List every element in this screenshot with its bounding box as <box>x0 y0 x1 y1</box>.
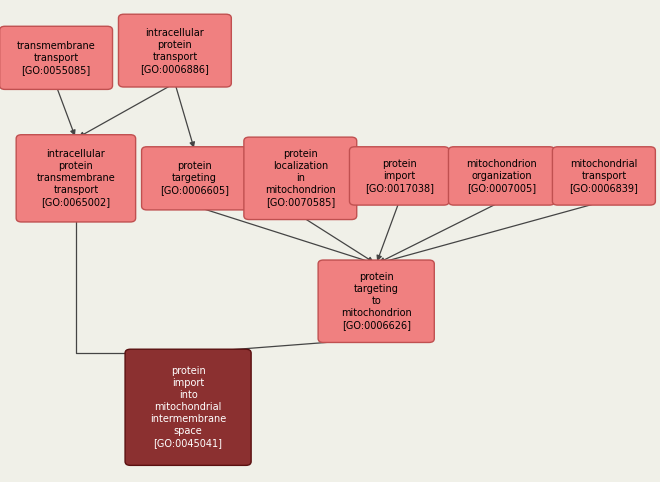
Text: mitochondrion
organization
[GO:0007005]: mitochondrion organization [GO:0007005] <box>466 159 537 193</box>
Text: transmembrane
transport
[GO:0055085]: transmembrane transport [GO:0055085] <box>16 41 96 75</box>
Text: intracellular
protein
transmembrane
transport
[GO:0065002]: intracellular protein transmembrane tran… <box>36 149 116 207</box>
FancyBboxPatch shape <box>125 349 251 466</box>
Text: protein
import
into
mitochondrial
intermembrane
space
[GO:0045041]: protein import into mitochondrial interm… <box>150 366 226 448</box>
FancyBboxPatch shape <box>244 137 356 220</box>
FancyBboxPatch shape <box>449 147 554 205</box>
Text: protein
targeting
[GO:0006605]: protein targeting [GO:0006605] <box>160 161 229 195</box>
FancyBboxPatch shape <box>350 147 449 205</box>
FancyBboxPatch shape <box>119 14 231 87</box>
Text: protein
targeting
to
mitochondrion
[GO:0006626]: protein targeting to mitochondrion [GO:0… <box>341 272 412 330</box>
Text: protein
localization
in
mitochondrion
[GO:0070585]: protein localization in mitochondrion [G… <box>265 149 336 207</box>
FancyBboxPatch shape <box>0 26 112 90</box>
FancyBboxPatch shape <box>552 147 655 205</box>
Text: intracellular
protein
transport
[GO:0006886]: intracellular protein transport [GO:0006… <box>141 27 209 74</box>
Text: protein
import
[GO:0017038]: protein import [GO:0017038] <box>365 159 434 193</box>
Text: mitochondrial
transport
[GO:0006839]: mitochondrial transport [GO:0006839] <box>570 159 638 193</box>
FancyBboxPatch shape <box>318 260 434 342</box>
FancyBboxPatch shape <box>141 147 248 210</box>
FancyBboxPatch shape <box>16 135 136 222</box>
